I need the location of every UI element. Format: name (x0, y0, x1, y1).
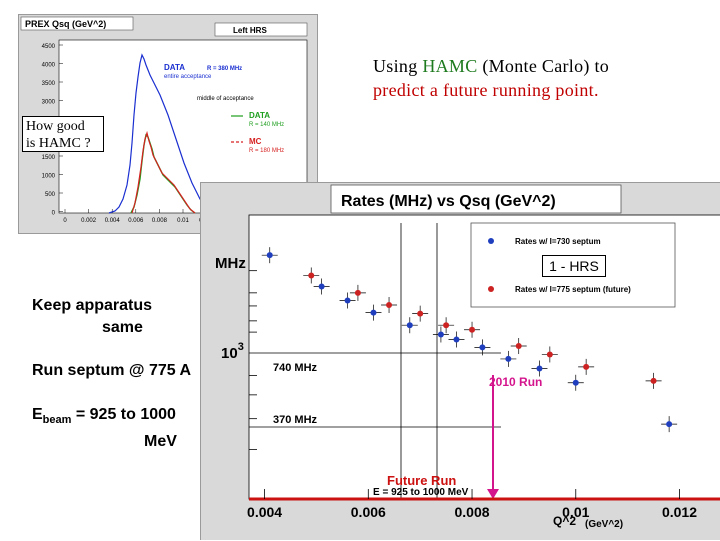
point-blue (344, 297, 351, 304)
main-chart-panel: Rates (MHz) vs Qsq (GeV^2) MHz 103 740 M… (200, 182, 720, 540)
note-septum: Run septum @ 775 A (32, 362, 192, 379)
point-blue (370, 309, 377, 316)
inset-mc-rate: R = 180 MHz (249, 148, 284, 154)
inset-y-tick-label: 500 (45, 192, 56, 198)
inset-y-tick-label: 4000 (42, 63, 56, 69)
data-points (261, 247, 678, 433)
point-red (386, 302, 393, 309)
point-red (417, 310, 424, 317)
callout-line-1: How good (26, 119, 85, 134)
point-red (469, 326, 476, 333)
hline-370-label: 370 MHz (273, 414, 318, 426)
point-red (354, 289, 361, 296)
point-blue (536, 365, 543, 372)
x-axis-ticks: 0.004 0.006 0.008 0.01 0.012 (247, 489, 697, 520)
note-energy: Ebeam = 925 to 1000 MeV (32, 404, 177, 453)
y-tick-label: 103 (221, 341, 244, 362)
point-blue (266, 252, 273, 259)
point-blue (572, 379, 579, 386)
hrs-label: 1 - HRS (542, 255, 606, 277)
inset-x-tick-label: 0.01 (177, 218, 189, 224)
note-apparatus-line-1: Keep apparatus (32, 297, 153, 314)
x-tick-label: 0.008 (455, 504, 490, 520)
inset-data-sub: entire acceptance (164, 74, 212, 80)
y-axis-label: MHz (215, 255, 246, 272)
inset-y-tick-label: 3000 (42, 100, 56, 106)
chart-title-box (330, 184, 622, 214)
point-red (515, 343, 522, 350)
note-apparatus: Keep apparatus same (32, 295, 152, 339)
inset-title-box (20, 16, 134, 31)
legend-marker-red (488, 286, 494, 292)
note-energy-line-1: Ebeam = 925 to 1000 (32, 404, 177, 431)
inset-y-tick-label: 0 (52, 211, 56, 217)
energy-range-label: E = 925 to 1000 MeV (373, 487, 469, 498)
inset-corner-box (214, 22, 308, 37)
point-blue (406, 322, 413, 329)
point-red (308, 272, 315, 279)
inset-data-curve (108, 53, 232, 214)
note-energy-symbol: E (32, 406, 43, 423)
inset-data2-rate: R = 140 MHz (249, 122, 284, 128)
run-2010-label: 2010 Run (489, 375, 542, 389)
hamc-question-callout: How good is HAMC ? (22, 116, 104, 152)
run-2010-arrow (487, 489, 499, 499)
description-text: Using HAMC (Monte Carlo) to predict a fu… (373, 54, 613, 102)
point-blue (437, 331, 444, 338)
note-energy-range: = 925 to 1000 (71, 406, 176, 423)
point-blue (666, 421, 673, 428)
inset-y-tick-label: 3500 (42, 81, 56, 87)
point-blue (505, 355, 512, 362)
inset-x-tick-label: 0.008 (152, 218, 168, 224)
point-blue (318, 283, 325, 290)
chart-title: Rates (MHz) vs Qsq (GeV^2) (341, 193, 556, 210)
point-red (443, 322, 450, 329)
legend-label-red: Rates w/ I=775 septum (future) (515, 285, 631, 294)
point-blue (479, 344, 486, 351)
inset-x-tick-label: 0 (63, 218, 67, 224)
x-axis-unit: (GeV^2) (585, 519, 623, 530)
point-red (583, 363, 590, 370)
inset-y-tick-label: 1500 (42, 155, 56, 161)
point-red (546, 351, 553, 358)
desc-part1: Using (373, 56, 423, 76)
inset-mc-label: MC (249, 137, 262, 146)
callout-line-2: is HAMC ? (26, 136, 91, 151)
legend-label-blue: Rates w/ I=730 septum (515, 237, 601, 246)
legend-marker-blue (488, 238, 494, 244)
note-energy-sub: beam (42, 414, 72, 427)
x-tick-label: 0.004 (247, 504, 282, 520)
x-tick-label: 0.01 (562, 504, 589, 520)
hline-740-label: 740 MHz (273, 362, 318, 374)
inset-x-tick-label: 0.006 (128, 218, 144, 224)
inset-y-tick-label: 4500 (42, 44, 56, 50)
inset-mc-curve (131, 130, 196, 214)
inset-title: PREX Qsq (GeV^2) (25, 19, 106, 29)
inset-corner-label: Left HRS (233, 26, 267, 35)
inset-data-label: DATA (164, 63, 185, 72)
main-chart: Rates (MHz) vs Qsq (GeV^2) MHz 103 740 M… (215, 184, 720, 530)
inset-x-tick-label: 0.004 (105, 218, 121, 224)
future-run-label: Future Run (387, 473, 456, 488)
inset-middle-label: middle of acceptance (197, 96, 254, 102)
note-apparatus-line-2: same (102, 319, 143, 336)
note-energy-line-2: MeV (144, 433, 177, 451)
x-tick-label: 0.006 (351, 504, 386, 520)
point-red (650, 377, 657, 384)
x-axis-label: Q^2 (553, 514, 576, 528)
inset-data-rate: R = 380 MHz (207, 66, 242, 72)
desc-hamc: HAMC (422, 56, 478, 76)
desc-part2: (Monte Carlo) to (477, 56, 610, 76)
inset-x-tick-label: 0.002 (81, 218, 97, 224)
inset-y-tick-label: 1000 (42, 174, 56, 180)
inset-data2-label: DATA (249, 111, 270, 120)
x-tick-label: 0.012 (662, 504, 697, 520)
desc-predict: predict a future running point. (373, 80, 599, 100)
y-minor-ticks (249, 270, 257, 450)
point-blue (453, 336, 460, 343)
